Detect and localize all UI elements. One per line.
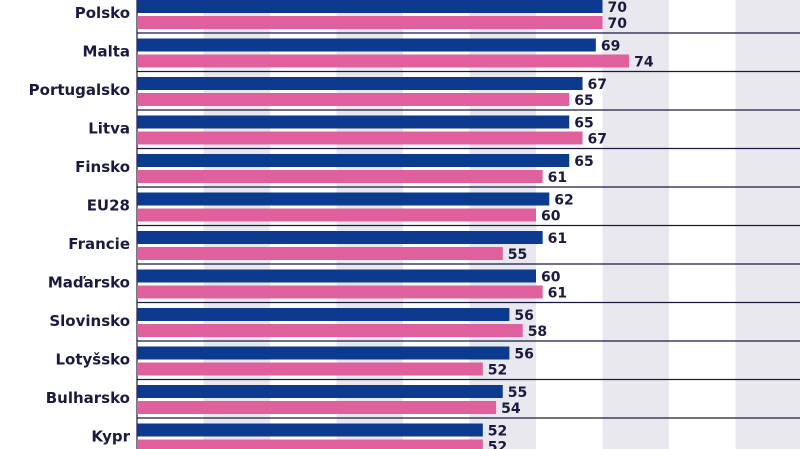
- bar-series-1: [137, 269, 536, 283]
- bar-series-2: [137, 362, 483, 376]
- bar-series-2: [137, 401, 497, 414]
- value-label: 74: [634, 55, 654, 71]
- category-label: Maďarsko: [48, 274, 130, 292]
- bar-series-1: [137, 346, 510, 360]
- bar-series-2: [137, 208, 536, 222]
- value-label: 61: [548, 170, 567, 186]
- bars: [137, 0, 630, 449]
- bar-series-2: [137, 324, 523, 337]
- category-label: Portugalsko: [29, 81, 130, 99]
- bar-series-2: [137, 93, 570, 106]
- value-label: 55: [508, 385, 527, 401]
- bar-series-1: [137, 231, 543, 244]
- value-label: 54: [501, 401, 521, 417]
- value-label: 60: [541, 270, 561, 286]
- bar-series-1: [137, 192, 550, 206]
- category-label: Litva: [88, 120, 130, 138]
- grid-band: [735, 0, 800, 449]
- grid-bands: [203, 0, 800, 449]
- grid-band: [602, 0, 669, 449]
- bar-series-1: [137, 77, 583, 90]
- category-label: Polsko: [75, 4, 130, 22]
- category-label: Francie: [68, 235, 130, 253]
- value-label: 65: [574, 154, 593, 170]
- bar-series-1: [137, 423, 483, 437]
- value-label: 52: [488, 363, 507, 379]
- value-label: 52: [488, 424, 507, 440]
- category-label: Kypr: [91, 428, 130, 446]
- value-label: 67: [588, 132, 607, 148]
- value-label: 65: [574, 116, 593, 132]
- bar-series-2: [137, 131, 583, 145]
- category-label: Finsko: [75, 158, 130, 176]
- bar-series-2: [137, 54, 630, 68]
- value-label: 56: [514, 308, 533, 324]
- value-label: 60: [541, 209, 561, 225]
- bar-series-2: [137, 439, 483, 449]
- value-label: 52: [488, 440, 507, 449]
- bar-series-2: [137, 170, 543, 183]
- value-label: 70: [608, 16, 628, 32]
- bar-series-1: [137, 0, 603, 13]
- category-label: Lotyšsko: [55, 351, 130, 369]
- category-label: EU28: [87, 197, 130, 215]
- value-label: 61: [548, 231, 567, 247]
- value-label: 69: [601, 39, 620, 55]
- bar-series-2: [137, 16, 603, 29]
- value-label: 65: [574, 93, 593, 109]
- category-label: Malta: [83, 43, 130, 61]
- bar-series-2: [137, 285, 543, 299]
- bar-series-1: [137, 385, 503, 398]
- row-separators: [136, 0, 800, 449]
- bar-series-1: [137, 115, 570, 129]
- category-label: Bulharsko: [46, 389, 130, 407]
- bar-series-1: [137, 154, 570, 167]
- value-label: 70: [608, 0, 628, 16]
- bar-series-2: [137, 247, 503, 260]
- value-label: 61: [548, 286, 567, 302]
- value-label: 55: [508, 247, 527, 263]
- value-label: 58: [528, 324, 547, 340]
- bar-series-1: [137, 308, 510, 321]
- bar-series-1: [137, 38, 596, 52]
- value-label: 67: [588, 77, 607, 93]
- category-label: Slovinsko: [49, 312, 130, 330]
- value-label: 56: [514, 347, 533, 363]
- value-label: 62: [554, 193, 573, 209]
